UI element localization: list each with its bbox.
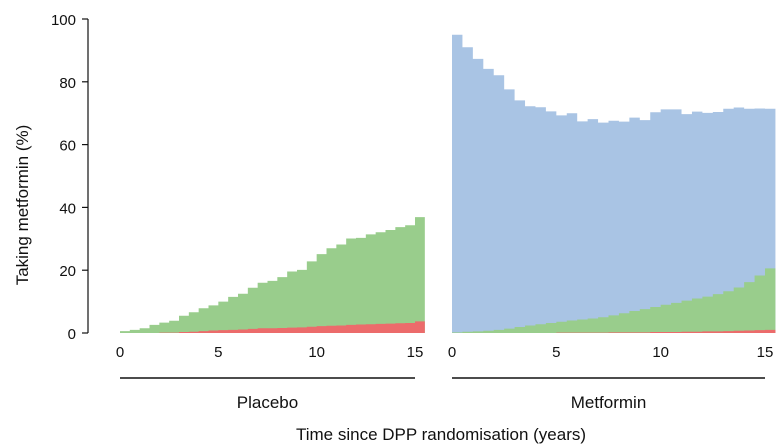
panels: 0 5 10 15 Placebo 0 5 10 15 Metformin: [116, 34, 776, 412]
x-tick-label: 10: [308, 344, 325, 361]
panel-placebo: 0 5 10 15 Placebo: [116, 217, 425, 412]
x-axis-label: Time since DPP randomisation (years): [296, 425, 586, 444]
x-tick-label: 15: [757, 344, 774, 361]
x-tick-label: 0: [116, 344, 124, 361]
y-axis-label: Taking metformin (%): [13, 125, 32, 286]
panel-label: Metformin: [571, 393, 647, 412]
y-tick-label: 80: [59, 75, 76, 92]
y-tick-label: 20: [59, 263, 76, 280]
y-axis: 0 20 40 60 80 100: [51, 12, 89, 343]
y-tick-label: 40: [59, 200, 76, 217]
area-series-red: [452, 329, 776, 333]
y-tick-label: 60: [59, 138, 76, 155]
x-tick-label: 15: [407, 344, 424, 361]
area-series-green: [120, 217, 425, 333]
x-tick-label: 10: [652, 344, 669, 361]
area-series-green: [452, 268, 776, 333]
x-tick-label: 0: [448, 344, 456, 361]
area-series-red: [120, 321, 425, 333]
x-tick-label: 5: [552, 344, 560, 361]
y-tick-label: 0: [68, 326, 76, 343]
x-tick-label: 5: [214, 344, 222, 361]
panel-metformin: 0 5 10 15 Metformin: [448, 34, 776, 412]
area-series-blue: [452, 34, 776, 333]
panel-label: Placebo: [237, 393, 298, 412]
y-tick-label: 100: [51, 12, 76, 29]
